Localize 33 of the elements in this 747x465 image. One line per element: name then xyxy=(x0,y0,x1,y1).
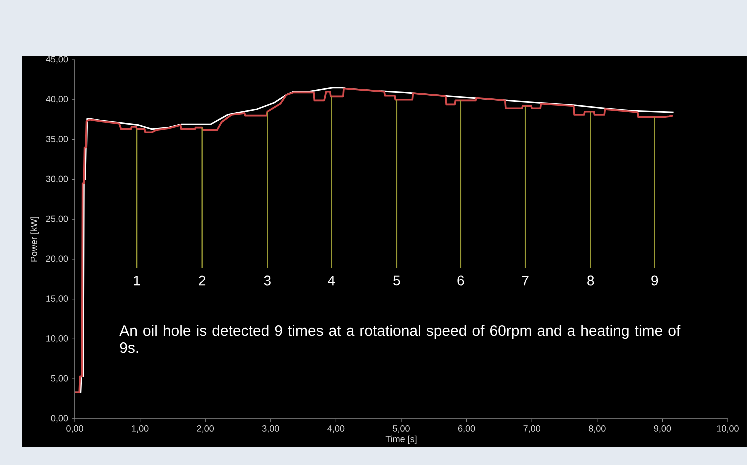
y-tick-label: 40,00 xyxy=(46,96,68,104)
y-tick-label: 10,00 xyxy=(46,335,68,343)
x-tick-label: 4,00 xyxy=(328,426,345,433)
ref-line-label: 2 xyxy=(199,276,206,286)
ref-line-label: 8 xyxy=(588,276,594,286)
x-tick-label: 1,00 xyxy=(132,426,149,433)
x-tick-label: 7,00 xyxy=(524,426,541,433)
ref-line-label: 3 xyxy=(264,276,271,286)
y-tick-label: 20,00 xyxy=(46,256,68,264)
annotation: An oil hole is detected 9 times at a rotational speed of 60rpm and a heating time of 9s. xyxy=(120,325,681,354)
ref-line-label: 7 xyxy=(522,276,529,286)
x-tick-label: 8,00 xyxy=(589,426,606,433)
y-tick-label: 5,00 xyxy=(51,375,68,383)
x-tick-label: 2,00 xyxy=(197,426,214,433)
x-tick-label: 9,00 xyxy=(654,426,672,433)
ref-line-label: 6 xyxy=(458,276,464,286)
y-tick-label: 45,00 xyxy=(46,56,68,64)
x-tick-label: 5,00 xyxy=(393,426,410,433)
y-tick-label: 35,00 xyxy=(46,136,68,144)
x-tick-label: 6,00 xyxy=(458,426,476,433)
y-tick-label: 15,00 xyxy=(46,296,68,304)
x-tick-label: 10,00 xyxy=(717,426,739,433)
ref-line-label: 1 xyxy=(134,276,140,286)
y-tick-label: 0,00 xyxy=(51,415,68,423)
y-tick-label: 25,00 xyxy=(46,216,68,224)
x-axis-title: Time [s] xyxy=(386,436,417,444)
x-tick-label: 0,00 xyxy=(66,426,84,433)
y-axis-title: Power [kW] xyxy=(30,217,40,262)
ref-line-label: 9 xyxy=(652,276,658,286)
x-tick-label: 3,00 xyxy=(262,426,280,433)
ref-line-label: 4 xyxy=(328,276,336,286)
y-tick-label: 30,00 xyxy=(46,176,68,184)
ref-line-label: 5 xyxy=(394,276,400,286)
